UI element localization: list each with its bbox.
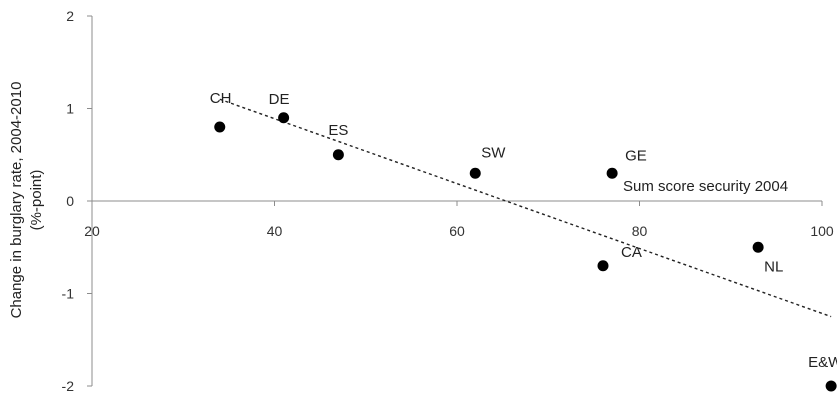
y-tick-label: 0 [66, 193, 74, 209]
data-point-ch [214, 121, 226, 133]
data-point-ge [606, 167, 618, 179]
point-labels: CH DE ES SW GE CA NL E&W [210, 90, 837, 371]
data-point-es [332, 149, 344, 161]
point-label: E&W [808, 354, 837, 371]
y-axis-title-line1: Change in burglary rate, 2004-2010 [8, 82, 25, 319]
data-point-sw [469, 167, 481, 179]
point-label: CH [210, 90, 232, 107]
y-tick-label: 1 [66, 101, 74, 117]
point-label: CA [621, 244, 642, 261]
point-label: NL [764, 258, 783, 275]
data-point-nl [752, 241, 764, 253]
data-point-ca [597, 260, 609, 272]
x-tick-label: 100 [810, 223, 834, 239]
y-tick-label: 2 [66, 8, 74, 24]
point-label: GE [625, 147, 647, 164]
y-axis-title-line2: (%-point) [28, 170, 45, 231]
trendline [219, 98, 832, 318]
data-points [214, 112, 837, 392]
point-label: ES [328, 122, 348, 139]
x-axis-title: Sum score security 2004 [623, 178, 788, 195]
point-label: SW [481, 144, 506, 161]
y-tick-labels: 2 1 0 -1 -2 [62, 8, 75, 394]
y-tick-label: -1 [62, 286, 75, 302]
y-axis [87, 15, 93, 387]
x-tick-label: 80 [632, 223, 648, 239]
point-label: DE [269, 91, 290, 108]
data-point-de [278, 112, 290, 124]
x-tick-label: 40 [267, 223, 283, 239]
x-tick-label: 60 [449, 223, 465, 239]
x-tick-label: 20 [84, 223, 100, 239]
x-axis [91, 200, 823, 206]
data-point-ew [825, 380, 837, 392]
y-tick-label: -2 [62, 378, 75, 394]
x-tick-labels: 20 40 60 80 100 [84, 223, 834, 239]
